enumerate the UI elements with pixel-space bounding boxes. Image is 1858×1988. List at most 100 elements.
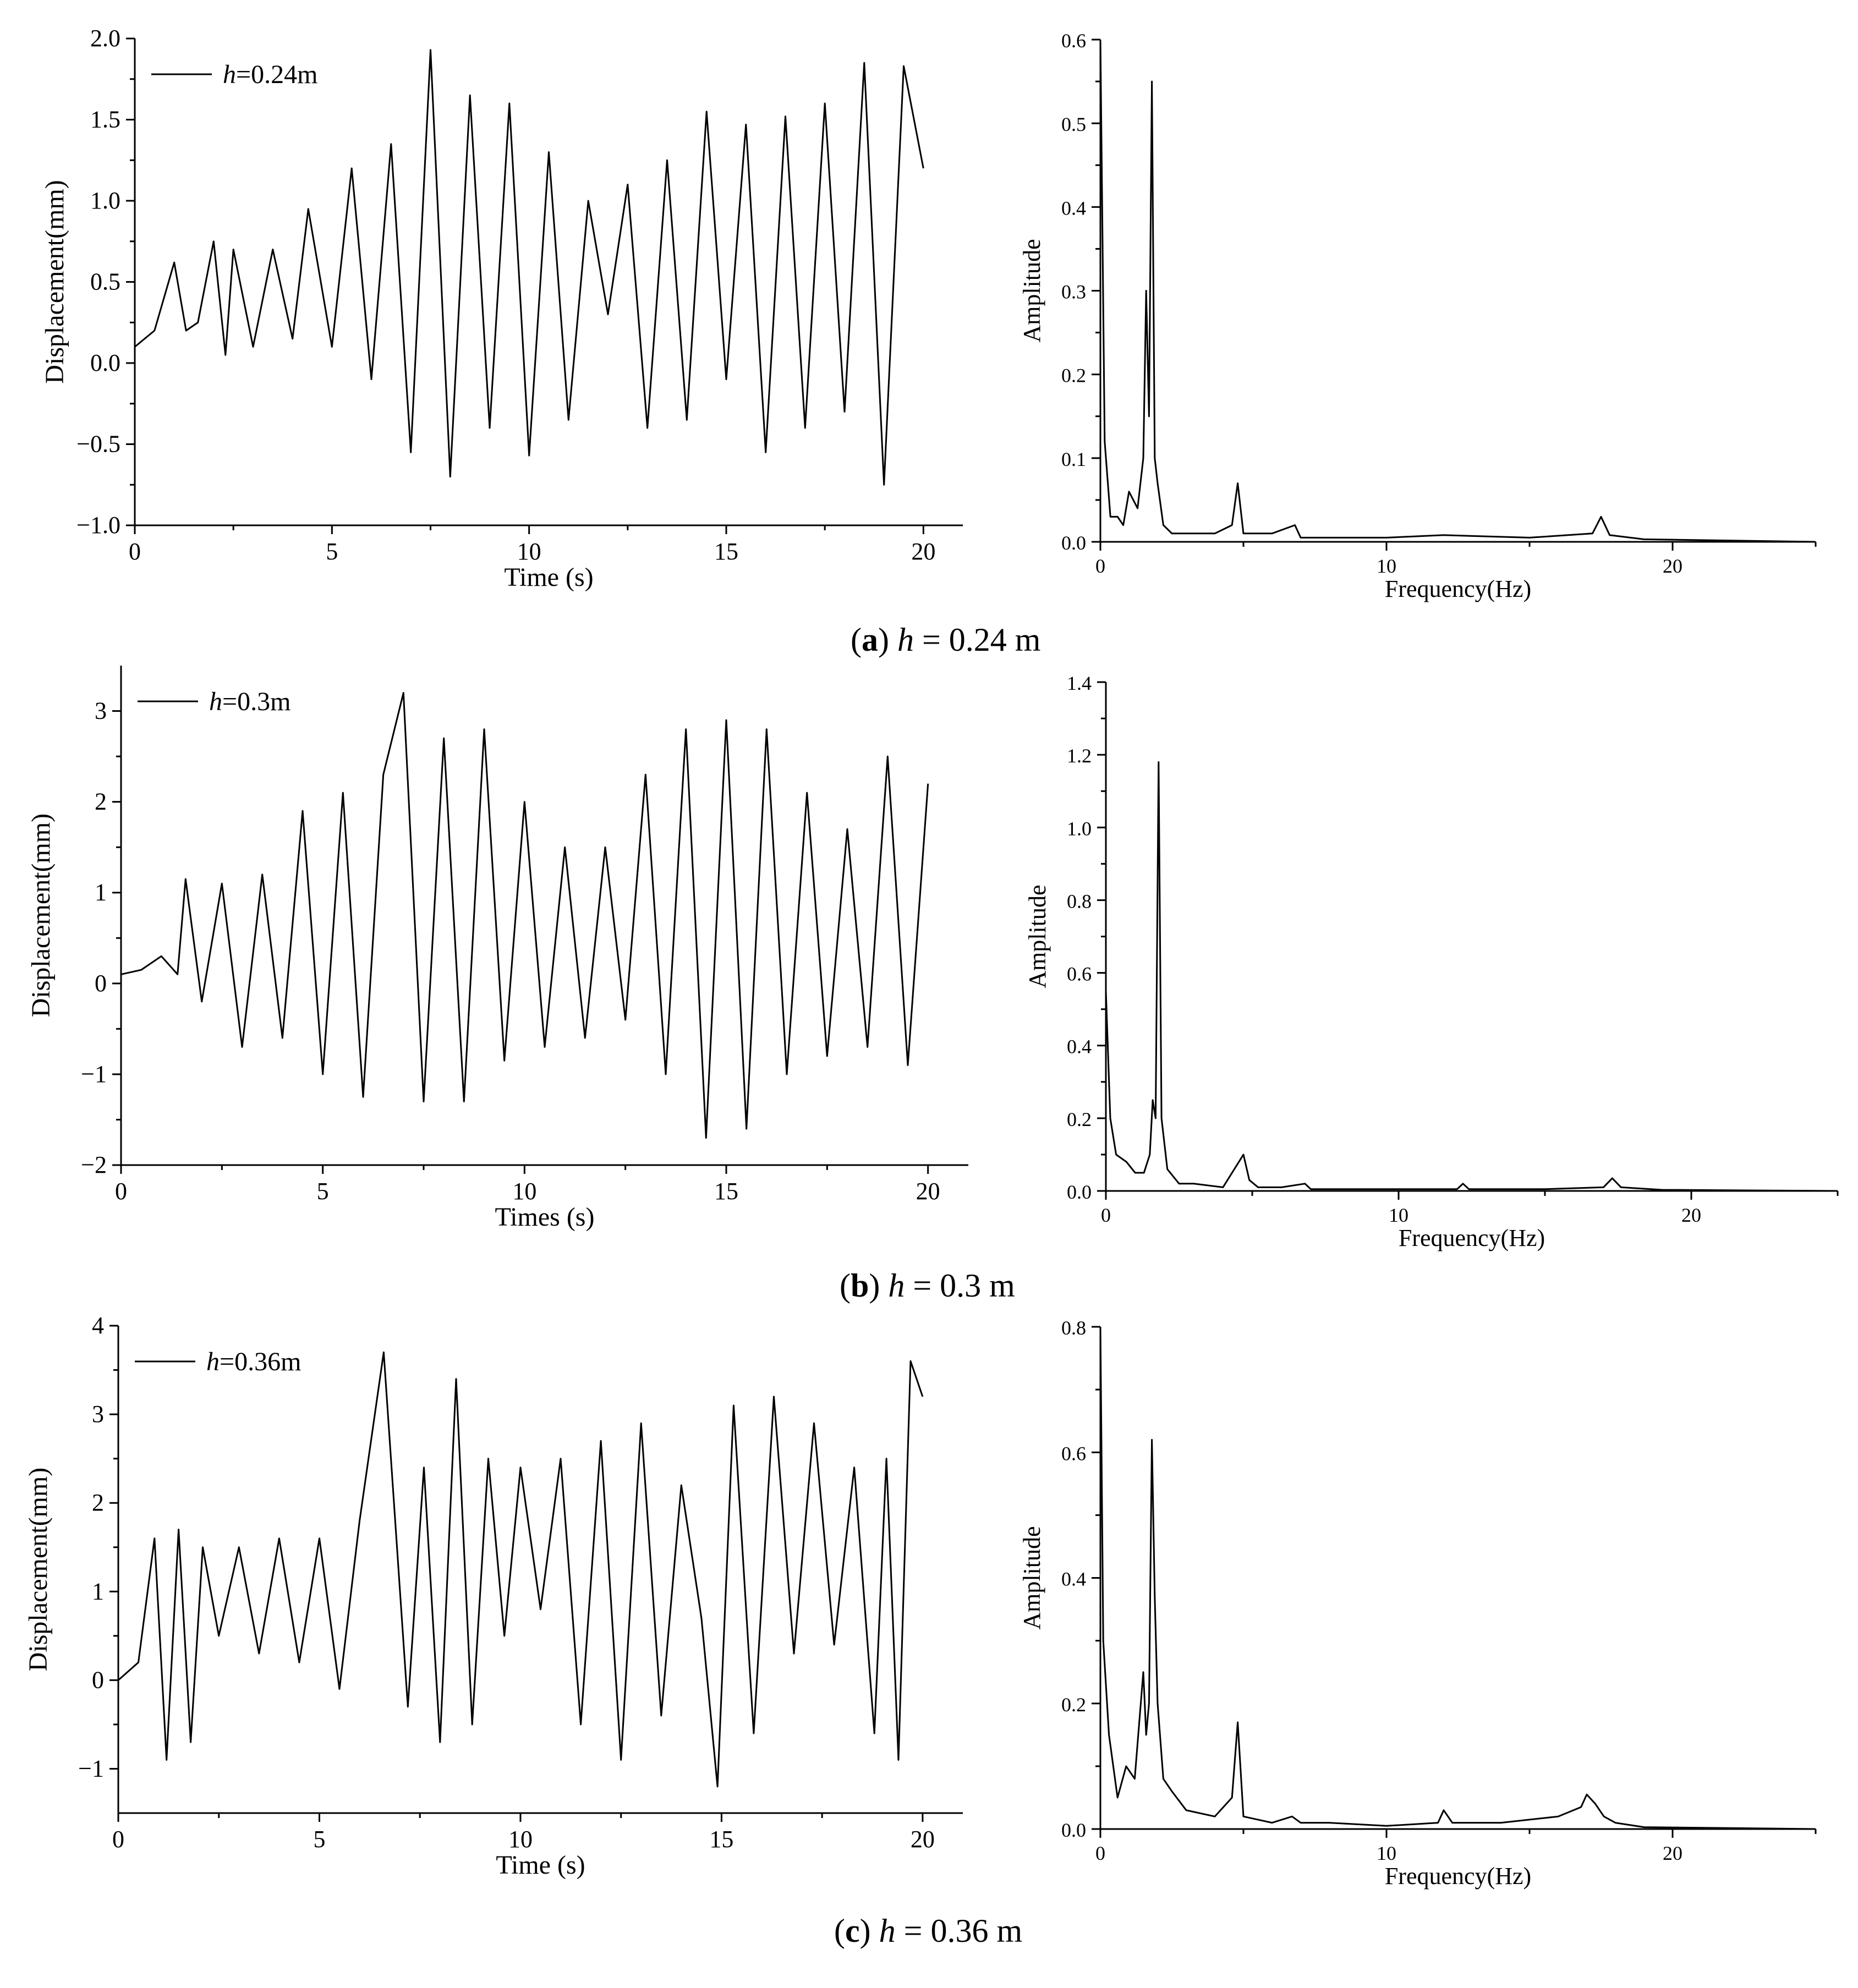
chart-a-time: −1.0 −0.5 0.0 0.5 1.0 1.5 2.0 0 5 10 15 20 Time (s) D… xyxy=(40,25,963,592)
chart-c-time-ylabel: Displacement(mm) xyxy=(24,1468,53,1672)
chart-c-time-xtick-label: 15 xyxy=(709,1826,733,1853)
chart-c-time-xtick-label: 5 xyxy=(313,1826,325,1853)
chart-a-time-series-line xyxy=(134,49,924,486)
chart-c-time-xtick-label: 0 xyxy=(112,1826,124,1853)
caption-a-letter: a xyxy=(862,622,878,658)
chart-a-freq-ytick-label: 0.0 xyxy=(1061,532,1086,554)
chart-c-time-legend-value: =0.36m xyxy=(220,1347,301,1376)
chart-c-freq-series-line xyxy=(1099,1326,1816,1830)
chart-c-time-ytick-label: 3 xyxy=(92,1401,104,1427)
caption-a-value: = 0.24 m xyxy=(914,622,1041,658)
chart-c-time-legend-label: h=0.36m xyxy=(206,1347,301,1376)
chart-b-time-xtick-label: 15 xyxy=(714,1178,738,1205)
chart-b-time-legend-value: =0.3m xyxy=(222,687,291,716)
chart-a-freq-ytick-label: 0.1 xyxy=(1061,448,1086,470)
chart-a-time-ytick-label: 0.0 xyxy=(90,349,120,376)
caption-b-value: = 0.3 m xyxy=(905,1267,1015,1304)
chart-b-time-xtick-label: 0 xyxy=(115,1178,127,1205)
chart-a-freq-xtick-label: 10 xyxy=(1377,555,1396,577)
chart-a-time-ytick-label: 1.5 xyxy=(90,106,120,133)
chart-a-time-xtick-label: 15 xyxy=(714,538,738,565)
chart-a-freq-xtick-label: 0 xyxy=(1095,555,1105,577)
chart-c-freq-xtick-label: 0 xyxy=(1095,1842,1105,1864)
chart-b-freq-ylabel: Amplitude xyxy=(1024,885,1051,988)
chart-c-time-ytick-label: 0 xyxy=(92,1666,104,1693)
chart-b-time-ytick-label: −2 xyxy=(81,1151,107,1178)
chart-b-time-legend-var: h xyxy=(209,687,222,716)
chart-a-time-xlabel: Time (s) xyxy=(504,563,593,592)
chart-b-time-ylabel: Displacement(mm) xyxy=(26,814,56,1018)
chart-b-freq-xlabel: Frequency(Hz) xyxy=(1399,1224,1545,1251)
chart-a-freq-ytick-label: 0.5 xyxy=(1061,113,1086,135)
chart-b-freq: 0.0 0.2 0.4 0.6 0.8 1.0 1.2 1.4 0 10 20 Frequency(H… xyxy=(1024,672,1839,1251)
chart-a-time-ytick-label: 0.5 xyxy=(90,268,120,295)
caption-c-value: = 0.36 m xyxy=(896,1913,1023,1949)
chart-c-time-ytick-label: 4 xyxy=(92,1312,104,1339)
chart-c-time-legend-var: h xyxy=(206,1347,220,1376)
chart-b-time-ytick-label: 1 xyxy=(95,879,107,906)
chart-b-time-xtick-label: 10 xyxy=(512,1178,536,1205)
caption-c-var: h xyxy=(879,1913,896,1949)
chart-b-freq-ytick-label: 1.4 xyxy=(1067,672,1092,694)
chart-c-freq-xtick-label: 20 xyxy=(1663,1842,1682,1864)
chart-b-freq-ytick-label: 0.8 xyxy=(1067,890,1092,912)
caption-c: (c) h = 0.36 m xyxy=(834,1913,1022,1949)
chart-a-freq-ytick-label: 0.4 xyxy=(1061,197,1086,219)
chart-c-freq-xlabel: Frequency(Hz) xyxy=(1385,1863,1531,1890)
chart-a-time-ytick-label: −1.0 xyxy=(76,512,120,539)
chart-a-freq-xlabel: Frequency(Hz) xyxy=(1385,575,1531,602)
chart-b-time-ytick-label: 0 xyxy=(95,970,107,997)
chart-c-freq: 0.0 0.2 0.4 0.6 0.8 0 10 20 Frequency(Hz) Amplitu… xyxy=(1018,1317,1817,1890)
chart-b-freq-xtick-label: 0 xyxy=(1101,1204,1111,1226)
chart-c-time: −1 0 1 2 3 4 0 5 10 15 20 Time (s) Displacement(mm) h… xyxy=(24,1312,963,1880)
chart-c-freq-ytick-label: 0.8 xyxy=(1061,1317,1086,1339)
chart-b-time-xtick-label: 5 xyxy=(317,1178,329,1205)
caption-b: (b) h = 0.3 m xyxy=(840,1267,1015,1304)
chart-c-freq-ylabel: Amplitude xyxy=(1018,1526,1045,1629)
chart-c-freq-ytick-label: 0.2 xyxy=(1061,1694,1086,1716)
caption-a-var: h xyxy=(897,622,914,658)
chart-b-time-xtick-label: 20 xyxy=(916,1178,940,1205)
chart-b-freq-ytick-label: 0.0 xyxy=(1067,1181,1092,1203)
chart-b-freq-ytick-label: 0.6 xyxy=(1067,963,1092,985)
chart-b-time-ytick-label: 3 xyxy=(95,698,107,724)
chart-c-time-xtick-label: 20 xyxy=(911,1826,935,1853)
chart-b-time: −2 −1 0 1 2 3 0 5 10 15 20 Times (s) Displacement(mm… xyxy=(26,666,968,1232)
chart-a-time-xtick-label: 5 xyxy=(326,538,338,565)
chart-c-time-ytick-label: 1 xyxy=(92,1578,104,1605)
chart-b-time-legend-label: h=0.3m xyxy=(209,687,291,716)
chart-c-time-ytick-label: −1 xyxy=(78,1755,104,1782)
chart-b-time-xlabel: Times (s) xyxy=(495,1202,595,1232)
chart-b-freq-xtick-label: 20 xyxy=(1681,1204,1701,1226)
chart-a-time-ytick-label: −0.5 xyxy=(76,431,120,458)
caption-b-letter: b xyxy=(851,1267,869,1304)
chart-b-time-ytick-label: −1 xyxy=(81,1061,107,1088)
chart-a-time-xtick-label: 10 xyxy=(517,538,541,565)
chart-c-freq-xtick-label: 10 xyxy=(1377,1842,1396,1864)
chart-c-time-xlabel: Time (s) xyxy=(496,1850,585,1880)
chart-a-time-legend-var: h xyxy=(223,60,236,89)
chart-a-time-ytick-label: 2.0 xyxy=(90,25,120,52)
chart-a-time-xtick-label: 20 xyxy=(911,538,935,565)
chart-c-freq-ytick-label: 0.4 xyxy=(1061,1568,1086,1590)
chart-a-freq-series-line xyxy=(1099,39,1816,543)
chart-a-time-ytick-label: 1.0 xyxy=(90,187,120,214)
chart-c-freq-ytick-label: 0.0 xyxy=(1061,1819,1086,1841)
caption-c-letter: c xyxy=(845,1913,860,1949)
chart-a-time-xtick-label: 0 xyxy=(129,538,141,565)
caption-a: (a) h = 0.24 m xyxy=(851,622,1040,658)
chart-a-time-legend-label: h=0.24m xyxy=(223,60,317,89)
chart-a-time-legend-value: =0.24m xyxy=(236,60,317,89)
chart-a-freq: 0.0 0.1 0.2 0.3 0.4 0.5 0.6 0 10 20 Frequency(Hz) A… xyxy=(1018,30,1817,602)
chart-b-time-ytick-label: 2 xyxy=(95,788,107,815)
chart-a-freq-ytick-label: 0.6 xyxy=(1061,30,1086,52)
chart-c-time-series-line xyxy=(118,1351,924,1788)
chart-b-time-series-line xyxy=(120,692,929,1139)
chart-b-freq-ytick-label: 0.4 xyxy=(1067,1036,1092,1058)
chart-c-time-xtick-label: 10 xyxy=(508,1826,533,1853)
caption-b-var: h xyxy=(888,1267,905,1304)
chart-c-time-ytick-label: 2 xyxy=(92,1489,104,1516)
chart-b-freq-ytick-label: 1.2 xyxy=(1067,745,1092,767)
chart-b-freq-ytick-label: 0.2 xyxy=(1067,1108,1092,1130)
